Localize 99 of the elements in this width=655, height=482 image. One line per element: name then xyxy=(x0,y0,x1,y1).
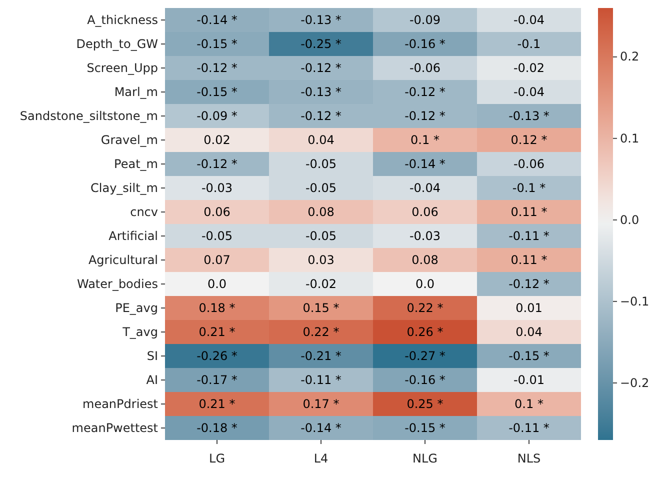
data-label: -0.12 * xyxy=(404,85,446,100)
data-label: -0.13 * xyxy=(300,13,342,28)
data-label: 0.04 xyxy=(516,325,542,340)
data-label: 0.22 * xyxy=(406,301,444,316)
data-label: 0.11 * xyxy=(510,253,548,268)
data-label: -0.04 xyxy=(513,13,545,28)
data-label: -0.03 xyxy=(409,229,441,244)
y-tick-label: Agricultural xyxy=(88,252,158,267)
data-label: -0.21 * xyxy=(300,349,342,364)
y-tick-label: T_avg xyxy=(122,324,158,339)
data-label: 0.18 * xyxy=(198,301,236,316)
data-label: 0.02 xyxy=(204,133,230,148)
y-tick-label: SI xyxy=(146,348,158,363)
y-tick-label: Marl_m xyxy=(114,84,158,99)
data-label: -0.16 * xyxy=(404,37,446,52)
data-label: -0.12 * xyxy=(196,157,238,172)
data-label: -0.16 * xyxy=(404,373,446,388)
y-tick-label: Depth_to_GW xyxy=(76,36,158,51)
data-label: -0.01 xyxy=(513,373,545,388)
color-bar-label: 0.2 xyxy=(620,50,640,64)
data-label: -0.27 * xyxy=(404,349,446,364)
data-label: 0.06 xyxy=(412,205,438,220)
data-label: -0.05 xyxy=(305,229,337,244)
x-tick-label: NLG xyxy=(412,452,438,466)
data-label: -0.12 * xyxy=(404,109,446,124)
data-label: -0.12 * xyxy=(300,109,342,124)
data-label: -0.06 xyxy=(513,157,545,172)
y-tick-label: PE_avg xyxy=(115,300,158,315)
data-label: 0.25 * xyxy=(406,397,444,412)
data-label: -0.12 * xyxy=(300,61,342,76)
y-tick-label: A_thickness xyxy=(87,12,158,27)
y-tick-label: Peat_m xyxy=(114,156,158,171)
data-label: -0.13 * xyxy=(508,109,550,124)
color-bar-label: −0.2 xyxy=(620,376,650,390)
data-label: 0.21 * xyxy=(198,325,236,340)
data-label: -0.18 * xyxy=(196,421,238,436)
data-label: -0.17 * xyxy=(196,373,238,388)
data-label: -0.05 xyxy=(201,229,233,244)
data-label: -0.05 xyxy=(305,181,337,196)
data-label: -0.04 xyxy=(513,85,545,100)
data-label: -0.11 * xyxy=(300,373,342,388)
data-label: -0.13 * xyxy=(300,85,342,100)
data-label: -0.09 * xyxy=(196,109,238,124)
data-label: -0.11 * xyxy=(508,229,550,244)
data-label: 0.07 xyxy=(204,253,230,268)
data-label: 0.11 * xyxy=(510,205,548,220)
data-label: 0.21 * xyxy=(198,397,236,412)
data-label: -0.26 * xyxy=(196,349,238,364)
data-label: 0.17 * xyxy=(302,397,340,412)
data-label: -0.14 * xyxy=(300,421,342,436)
data-label: -0.14 * xyxy=(196,13,238,28)
y-tick-label: cncv xyxy=(130,204,158,219)
data-label: -0.06 xyxy=(409,61,441,76)
data-label: 0.26 * xyxy=(406,325,444,340)
data-label: -0.02 xyxy=(513,61,545,76)
data-label: -0.25 * xyxy=(300,37,342,52)
data-label: -0.15 * xyxy=(404,421,446,436)
y-tick-label: Gravel_m xyxy=(100,132,158,147)
data-label: 0.01 xyxy=(516,301,542,316)
data-label: -0.14 * xyxy=(404,157,446,172)
y-tick-label: Clay_silt_m xyxy=(90,180,158,195)
color-bar-label: −0.1 xyxy=(620,294,650,308)
color-bar-label: 0.1 xyxy=(620,131,640,146)
data-label: 0.1 * xyxy=(514,397,544,412)
data-label: 0.12 * xyxy=(510,133,548,148)
data-label: -0.11 * xyxy=(508,421,550,436)
y-tick-label: Water_bodies xyxy=(76,276,158,291)
data-label: 0.15 * xyxy=(302,301,340,316)
data-label: -0.15 * xyxy=(196,37,238,52)
data-label: 0.06 xyxy=(204,205,230,220)
data-label: -0.09 xyxy=(409,13,441,28)
data-label: 0.22 * xyxy=(302,325,340,340)
data-label: 0.04 xyxy=(308,133,334,148)
data-label: 0.03 xyxy=(308,253,334,268)
x-tick-label: LG xyxy=(209,452,225,466)
y-tick-label: meanPdriest xyxy=(82,396,158,411)
data-label: -0.12 * xyxy=(196,61,238,76)
y-tick-label: AI xyxy=(146,372,158,387)
data-label: -0.15 * xyxy=(508,349,550,364)
data-label: -0.04 xyxy=(409,181,441,196)
data-label: -0.03 xyxy=(201,181,233,196)
x-tick-label: NLS xyxy=(517,452,541,466)
data-label: 0.0 xyxy=(207,277,227,292)
y-tick-label: Screen_Upp xyxy=(86,60,158,75)
color-bar-label: 0.0 xyxy=(620,212,640,227)
data-label: -0.1 xyxy=(517,37,541,52)
data-label: -0.15 * xyxy=(196,85,238,100)
data-label: 0.08 xyxy=(308,205,334,220)
y-tick-label: Artificial xyxy=(108,228,158,243)
y-tick-label: Sandstone_siltstone_m xyxy=(20,108,158,123)
data-label: 0.1 * xyxy=(410,133,440,148)
data-label: -0.12 * xyxy=(508,277,550,292)
data-label: 0.08 xyxy=(412,253,438,268)
data-label: -0.05 xyxy=(305,157,337,172)
x-tick-label: L4 xyxy=(314,452,328,466)
y-tick-label: meanPwettest xyxy=(72,420,158,435)
data-label: -0.02 xyxy=(305,277,337,292)
data-label: -0.1 * xyxy=(512,181,546,196)
data-label: 0.0 xyxy=(415,277,435,292)
